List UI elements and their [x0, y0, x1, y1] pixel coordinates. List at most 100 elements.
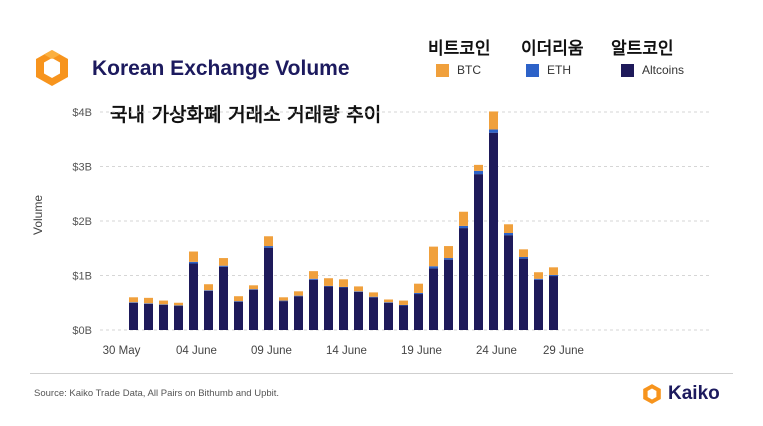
legend-kr-btc: 비트코인: [428, 39, 491, 59]
legend-swatch-eth: [526, 63, 539, 77]
bar-eth: [339, 286, 348, 288]
bar-altcoins: [204, 290, 213, 330]
bar-btc: [519, 249, 528, 257]
bar-altcoins: [399, 305, 408, 330]
bar-eth: [294, 295, 303, 297]
bar-eth: [504, 232, 513, 236]
bar-altcoins: [444, 259, 453, 330]
bar-eth: [324, 285, 333, 287]
bar-btc: [549, 267, 558, 275]
bar-altcoins: [144, 303, 153, 330]
legend-swatch-btc: [436, 63, 449, 77]
bar-btc: [384, 299, 393, 303]
bar-altcoins: [459, 228, 468, 330]
bar-eth: [189, 261, 198, 264]
kaiko-logo-icon: [643, 384, 661, 404]
bar-eth: [174, 305, 183, 307]
legend-kr-eth: 이더리움: [521, 39, 584, 59]
bar-btc: [444, 246, 453, 259]
bar-btc: [354, 286, 363, 292]
bar-altcoins: [129, 302, 138, 330]
bar-altcoins: [159, 304, 168, 330]
bar-btc: [369, 292, 378, 297]
bar-eth: [129, 302, 138, 303]
bar-eth: [519, 256, 528, 259]
bar-altcoins: [429, 268, 438, 330]
legend-label-altcoins: Altcoins: [642, 63, 685, 77]
bar-eth: [444, 258, 453, 260]
bar-altcoins: [519, 258, 528, 330]
chart-subtitle: 국내 가상화폐 거래소 거래량 추이: [110, 104, 382, 126]
bar-eth: [219, 265, 228, 267]
legend-swatch-altcoins: [621, 63, 634, 77]
bar-btc: [249, 285, 258, 290]
bar-btc: [489, 111, 498, 130]
legend-item-eth: ETH: [526, 62, 571, 78]
bar-altcoins: [504, 235, 513, 330]
bar-btc: [294, 291, 303, 296]
x-tick-label: 30 May: [103, 345, 141, 357]
bar-btc: [504, 224, 513, 233]
bar-btc: [414, 283, 423, 293]
x-tick-label: 29 June: [543, 345, 584, 357]
bar-btc: [174, 302, 183, 306]
bar-altcoins: [324, 286, 333, 330]
x-tick-label: 19 June: [401, 345, 442, 357]
bar-eth: [489, 129, 498, 133]
bar-altcoins: [264, 247, 273, 330]
y-tick-label: $2B: [72, 216, 92, 228]
bar-altcoins: [384, 302, 393, 330]
bar-eth: [354, 291, 363, 292]
bar-btc: [279, 297, 288, 301]
bar-btc: [324, 278, 333, 286]
bar-btc: [309, 271, 318, 279]
bar-btc: [234, 296, 243, 302]
x-tick-label: 24 June: [476, 345, 517, 357]
brand-footer: Kaiko: [641, 380, 720, 408]
bar-eth: [534, 278, 543, 280]
bar-eth: [264, 246, 273, 248]
y-tick-label: $1B: [72, 271, 92, 283]
bar-btc: [429, 246, 438, 267]
bar-eth: [309, 278, 318, 280]
legend-label-eth: ETH: [547, 63, 571, 77]
x-tick-label: 09 June: [251, 345, 292, 357]
bar-btc: [189, 251, 198, 262]
bar-altcoins: [249, 289, 258, 330]
bar-altcoins: [234, 301, 243, 330]
x-tick-label: 04 June: [176, 345, 217, 357]
bar-btc: [399, 300, 408, 305]
bar-eth: [204, 290, 213, 291]
bar-eth: [414, 292, 423, 295]
bar-eth: [279, 300, 288, 302]
bar-eth: [249, 289, 258, 290]
bar-altcoins: [279, 301, 288, 330]
source-note: Source: Kaiko Trade Data, All Pairs on B…: [34, 388, 280, 399]
bar-eth: [549, 274, 558, 277]
bar-altcoins: [549, 276, 558, 330]
bar-btc: [159, 300, 168, 305]
bar-eth: [474, 170, 483, 175]
footer-divider: [30, 373, 733, 374]
bar-btc: [204, 284, 213, 291]
y-tick-label: $3B: [72, 162, 92, 174]
bar-eth: [369, 296, 378, 298]
bar-eth: [384, 302, 393, 303]
bar-altcoins: [474, 174, 483, 330]
bar-altcoins: [294, 296, 303, 330]
bar-eth: [159, 304, 168, 305]
bar-eth: [144, 303, 153, 304]
bar-altcoins: [354, 291, 363, 330]
bar-altcoins: [189, 263, 198, 330]
bar-altcoins: [414, 294, 423, 330]
bar-btc: [474, 164, 483, 171]
bar-eth: [429, 266, 438, 269]
bar-altcoins: [219, 266, 228, 330]
bar-btc: [534, 272, 543, 279]
bar-btc: [459, 211, 468, 226]
bar-altcoins: [489, 132, 498, 330]
bar-eth: [459, 225, 468, 229]
y-tick-label: $4B: [72, 107, 92, 119]
bar-altcoins: [339, 287, 348, 330]
